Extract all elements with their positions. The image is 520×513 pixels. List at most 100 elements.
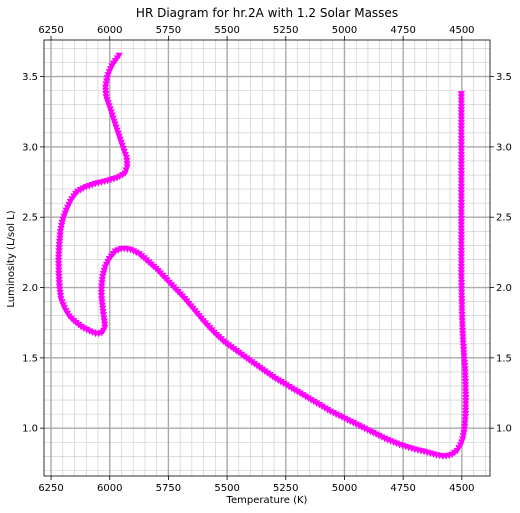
track-marker <box>101 321 109 329</box>
x-tick-label-bottom: 6250 <box>38 483 63 494</box>
track-marker <box>98 280 106 287</box>
track-marker <box>310 398 318 406</box>
track-marker <box>458 302 466 309</box>
track-marker <box>460 353 468 360</box>
track-marker <box>100 318 108 325</box>
x-tick-label-top: 5250 <box>273 25 298 36</box>
track-marker <box>97 286 106 294</box>
track-marker <box>458 305 466 312</box>
track-marker <box>460 356 468 364</box>
y-tick-label-right: 2.5 <box>496 213 512 224</box>
x-tick-label-top: 5750 <box>156 25 181 36</box>
track-marker <box>460 426 469 434</box>
axis-ticks: 6250 6250 6000 6000 5750 5750 5500 5500 5250 5250… <box>22 25 512 494</box>
track-marker <box>461 366 469 373</box>
data-markers <box>54 52 470 460</box>
track-marker <box>293 388 302 396</box>
track-marker <box>457 283 466 290</box>
track-marker <box>461 382 470 389</box>
track-marker <box>307 397 315 404</box>
track-marker <box>460 347 468 354</box>
track-marker <box>101 324 109 332</box>
track-marker <box>100 315 108 322</box>
y-axis-label: Luminosity (L/sol L) <box>6 210 17 307</box>
track-marker <box>285 383 293 391</box>
track-marker <box>99 312 108 319</box>
x-axis-label: Temperature (K) <box>226 495 308 506</box>
track-marker <box>461 369 469 376</box>
track-marker <box>277 379 285 386</box>
track-marker <box>458 324 467 332</box>
track-marker <box>79 185 87 192</box>
track-marker <box>302 393 310 401</box>
x-tick-label-bottom: 5000 <box>332 483 357 494</box>
plot-frame <box>43 39 491 477</box>
track-marker <box>459 343 468 351</box>
track-marker <box>321 405 329 412</box>
track-marker <box>458 315 466 322</box>
x-tick-label-bottom: 6000 <box>97 483 122 494</box>
y-tick-label-left: 2.0 <box>22 283 38 294</box>
track-marker <box>296 390 304 398</box>
track-marker <box>459 433 467 440</box>
track-marker <box>462 401 470 408</box>
track-marker <box>462 385 470 392</box>
track-marker <box>315 402 324 409</box>
x-tick-label-top: 5500 <box>214 25 239 36</box>
track-marker <box>458 289 466 296</box>
track-marker <box>457 273 466 280</box>
track-marker <box>461 414 470 421</box>
track-marker <box>461 363 469 370</box>
y-tick-label-right: 1.5 <box>496 353 512 364</box>
track-marker <box>457 91 465 98</box>
track-marker <box>459 436 467 443</box>
track-marker <box>460 430 468 437</box>
track-marker <box>99 308 107 316</box>
track-marker <box>458 308 466 316</box>
track-marker <box>461 410 470 418</box>
chart-title: HR Diagram for hr.2A with 1.2 Solar Mass… <box>136 6 398 20</box>
track-marker <box>462 404 470 412</box>
track-marker <box>462 394 470 402</box>
y-tick-label-right: 3.5 <box>496 72 512 83</box>
track-marker <box>461 417 469 424</box>
track-marker <box>313 400 321 407</box>
track-marker <box>459 337 467 344</box>
track-marker <box>460 359 469 367</box>
x-tick-label-top: 4500 <box>449 25 474 36</box>
track-marker <box>99 305 107 313</box>
y-tick-label-left: 1.5 <box>22 353 38 364</box>
track-marker <box>459 334 467 341</box>
x-tick-label-bottom: 4750 <box>390 483 415 494</box>
track-marker <box>462 391 470 399</box>
track-marker <box>299 392 307 399</box>
x-tick-label-top: 5000 <box>332 25 357 36</box>
track-marker <box>318 403 326 411</box>
track-marker <box>461 378 470 386</box>
track-marker <box>98 283 106 290</box>
x-tick-label-bottom: 5250 <box>273 483 298 494</box>
track-marker <box>282 382 291 389</box>
track-marker <box>304 395 313 402</box>
track-marker <box>458 327 467 335</box>
track-marker <box>461 372 469 380</box>
track-marker <box>324 406 332 414</box>
track-marker <box>458 299 466 306</box>
track-marker <box>458 318 466 325</box>
x-tick-label-top: 4750 <box>390 25 415 36</box>
track-marker <box>291 387 299 394</box>
y-tick-label-left: 3.0 <box>22 142 38 153</box>
track-marker <box>288 385 296 393</box>
track-marker <box>459 340 467 348</box>
track-marker <box>459 331 467 338</box>
track-marker <box>76 186 85 194</box>
x-tick-label-bottom: 5750 <box>156 483 181 494</box>
track-marker <box>462 388 470 396</box>
track-marker <box>457 276 466 284</box>
y-tick-label-left: 3.5 <box>22 72 38 83</box>
track-marker <box>458 311 466 319</box>
x-tick-label-top: 6000 <box>97 25 122 36</box>
track-marker <box>461 420 469 428</box>
track-marker <box>462 407 470 415</box>
